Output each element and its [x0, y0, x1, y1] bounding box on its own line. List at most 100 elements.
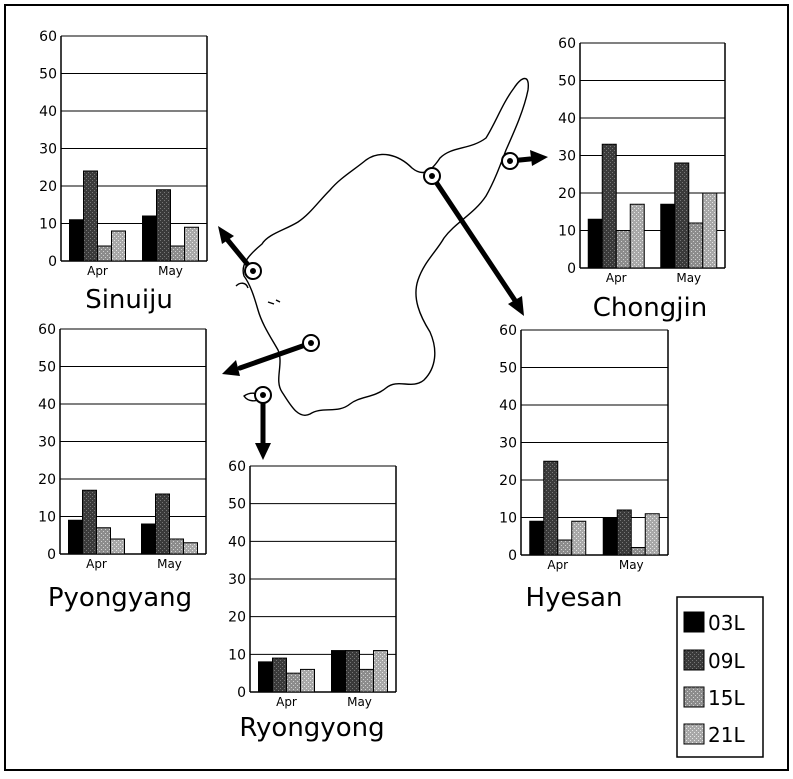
y-tick-label: 20	[499, 473, 517, 489]
city-title-sinuiju: Sinuiju	[85, 285, 173, 315]
arrow-hyesan	[429, 173, 519, 305]
arrowhead-chongjin	[530, 150, 548, 166]
bar-21l-apr	[300, 668, 315, 693]
y-tick-label: 40	[499, 398, 517, 414]
x-tick-label: May	[347, 695, 372, 709]
chart-chongjin: 0 10 20 30 40 50 60 Apr May	[558, 36, 726, 285]
legend-swatch-21l	[683, 723, 705, 745]
legend-swatch-15l	[683, 686, 705, 708]
bar-15l-apr	[96, 527, 111, 555]
bar-15l-apr	[615, 230, 631, 269]
y-tick-label: 60	[228, 459, 246, 475]
y-tick-label: 0	[508, 548, 517, 564]
bar-15l-may	[630, 547, 646, 556]
y-tick-label: 10	[228, 647, 246, 663]
bar-15l-may	[688, 222, 704, 269]
bar-15l-apr	[97, 245, 112, 262]
bar-09l-may	[616, 509, 632, 556]
y-tick-label: 40	[558, 111, 576, 127]
bar-15l-apr	[286, 672, 301, 693]
bar-21l-may	[183, 542, 198, 555]
y-tick-label: 60	[38, 322, 56, 338]
y-tick-label: 50	[558, 74, 576, 90]
marker-chongjin	[501, 152, 519, 170]
bar-15l-may	[359, 668, 374, 693]
y-tick-label: 30	[558, 149, 576, 165]
legend-swatch-09l	[683, 649, 705, 671]
y-tick-label: 10	[499, 511, 517, 527]
y-tick-label: 20	[558, 186, 576, 202]
bar-15l-may	[169, 538, 184, 555]
y-tick-label: 40	[39, 104, 57, 120]
y-tick-label: 60	[39, 29, 57, 45]
bar-21l-may	[184, 226, 199, 262]
x-tick-label: Apr	[87, 264, 108, 278]
bar-03l-may	[141, 523, 156, 555]
y-tick-label: 0	[48, 254, 57, 270]
bar-15l-apr	[557, 539, 573, 556]
bar-21l-apr	[110, 538, 125, 555]
bar-21l-may	[373, 650, 388, 693]
bar-09l-apr	[543, 460, 559, 556]
y-tick-label: 40	[228, 534, 246, 550]
marker-pyongyang	[302, 334, 320, 352]
x-tick-label: May	[157, 557, 182, 571]
y-tick-label: 30	[228, 572, 246, 588]
y-tick-label: 30	[38, 435, 56, 451]
legend-label-09l: 09L	[708, 649, 745, 673]
y-tick-label: 10	[558, 224, 576, 240]
y-tick-label: 20	[39, 179, 57, 195]
y-tick-label: 50	[228, 497, 246, 513]
x-tick-label: Apr	[547, 558, 568, 572]
map-coastline	[242, 77, 529, 416]
bar-09l-may	[345, 650, 360, 693]
y-tick-label: 10	[39, 217, 57, 233]
y-tick-label: 0	[237, 685, 246, 701]
legend-label-03l: 03L	[708, 611, 745, 635]
bar-03l-may	[602, 517, 618, 556]
bar-15l-may	[170, 245, 185, 262]
x-tick-label: May	[619, 558, 644, 572]
arrowhead-pyongyang	[222, 360, 240, 376]
city-title-chongjin: Chongjin	[593, 293, 707, 323]
x-tick-label: Apr	[606, 271, 627, 285]
map-detail	[235, 282, 249, 289]
y-tick-label: 0	[567, 261, 576, 277]
y-tick-label: 40	[38, 397, 56, 413]
marker-ryongyong	[254, 386, 272, 404]
y-tick-label: 50	[39, 67, 57, 83]
y-tick-label: 60	[499, 323, 517, 339]
bar-21l-may	[644, 513, 660, 556]
bar-03l-may	[660, 203, 676, 269]
arrowhead-hyesan	[508, 296, 524, 316]
bar-09l-apr	[272, 657, 287, 693]
bar-03l-may	[331, 650, 346, 693]
x-tick-label: Apr	[276, 695, 297, 709]
x-tick-label: May	[158, 264, 183, 278]
x-tick-label: May	[676, 271, 701, 285]
legend-swatch-03l	[683, 611, 705, 633]
bar-09l-may	[156, 189, 171, 262]
city-title-pyongyang: Pyongyang	[48, 583, 192, 613]
city-title-ryongyong: Ryongyong	[239, 713, 384, 743]
chart-sinuiju: 0 10 20 30 40 50 60 Apr May	[39, 29, 208, 278]
bar-03l-apr	[68, 519, 83, 555]
legend-label-15l: 15L	[708, 686, 745, 710]
y-tick-label: 20	[38, 472, 56, 488]
marker-sinuiju	[244, 262, 262, 280]
bar-09l-apr	[83, 170, 98, 262]
city-title-hyesan: Hyesan	[526, 583, 623, 613]
bar-03l-apr	[529, 520, 545, 556]
y-tick-label: 50	[38, 360, 56, 376]
bar-09l-apr	[601, 143, 617, 269]
outer-frame	[4, 4, 789, 771]
bar-21l-apr	[571, 520, 587, 556]
map-detail	[267, 299, 281, 305]
bar-21l-apr	[629, 203, 645, 269]
chart-ryongyong: 0 10 20 30 40 50 60 Apr May	[228, 459, 397, 709]
bar-03l-may	[142, 215, 157, 262]
chart-hyesan: 0 10 20 30 40 50 60 Apr May	[499, 323, 669, 572]
y-tick-label: 60	[558, 36, 576, 52]
